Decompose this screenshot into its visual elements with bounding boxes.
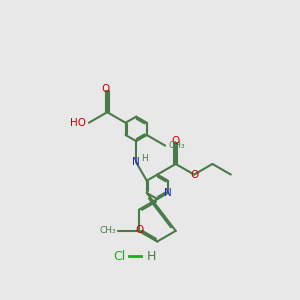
Text: O: O	[135, 225, 143, 235]
Text: CH₃: CH₃	[100, 226, 116, 235]
Text: CH₃: CH₃	[168, 141, 185, 150]
Text: O: O	[172, 136, 180, 146]
Text: N: N	[132, 157, 140, 167]
Text: O: O	[102, 84, 110, 94]
Text: Cl: Cl	[113, 250, 125, 262]
Text: H: H	[147, 250, 156, 262]
Text: H: H	[141, 154, 148, 163]
Text: O: O	[190, 170, 199, 180]
Text: N: N	[164, 188, 172, 198]
Text: HO: HO	[70, 118, 86, 128]
